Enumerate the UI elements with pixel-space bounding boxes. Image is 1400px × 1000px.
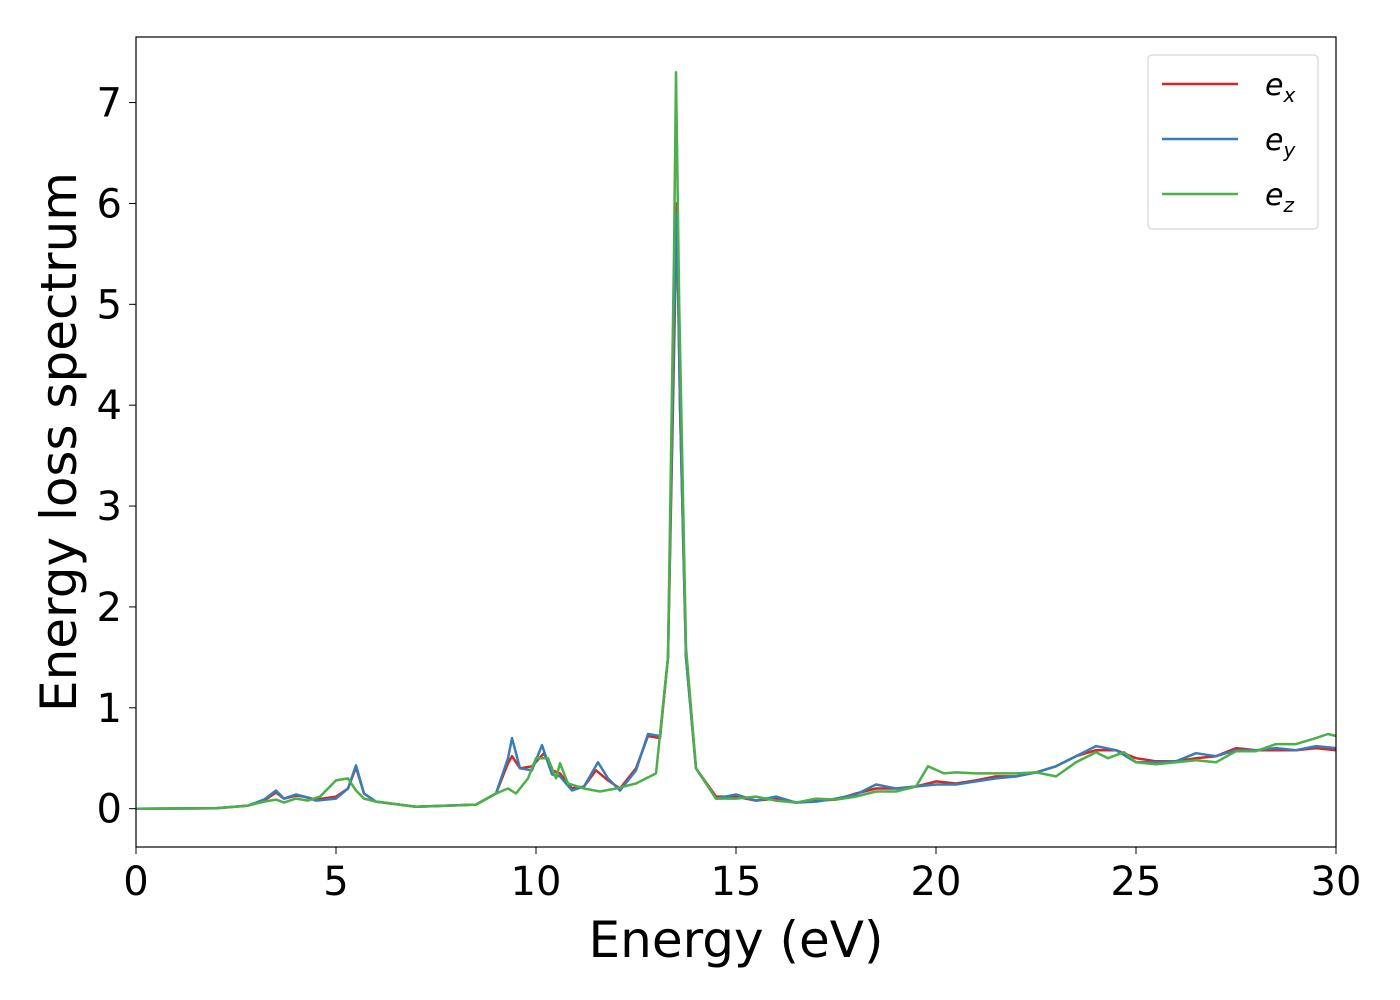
x-tick-label: 25: [1111, 859, 1162, 905]
y-tick-label: 3: [97, 484, 122, 530]
y-axis: 0 1 2 3 4 5 6 7: [97, 81, 136, 833]
y-tick-label: 6: [97, 181, 122, 227]
y-tick-label: 4: [97, 383, 122, 429]
series-line-e-z: [135, 71, 1337, 810]
y-tick-label: 1: [97, 686, 122, 732]
legend-entry-main: e: [1265, 68, 1283, 103]
legend-box: [1147, 54, 1319, 230]
x-tick-label: 15: [711, 859, 762, 905]
y-axis-label: Energy loss spectrum: [30, 172, 88, 712]
x-tick-label: 30: [1311, 859, 1362, 905]
y-tick-label: 0: [97, 787, 122, 833]
series-line-e-y: [135, 212, 1337, 810]
x-axis-label: Energy (eV): [589, 911, 884, 969]
x-tick-label: 20: [911, 859, 962, 905]
legend-entry-subscript: y: [1282, 138, 1296, 162]
legend-entry-main: e: [1265, 178, 1283, 213]
x-tick-label: 10: [511, 859, 562, 905]
x-tick-label: 0: [123, 859, 148, 905]
legend-entry-subscript: z: [1282, 193, 1294, 217]
x-tick-label: 5: [323, 859, 348, 905]
y-tick-label: 7: [97, 81, 122, 127]
y-tick-label: 2: [97, 585, 122, 631]
series-lines: [135, 71, 1337, 810]
legend-entry: ey: [1265, 123, 1296, 162]
legend-entry-main: e: [1265, 123, 1283, 158]
legend-entry: ez: [1265, 178, 1294, 217]
series-line-e-x: [135, 202, 1337, 810]
x-axis: 0 5 10 15 20 25 30: [123, 847, 1361, 905]
legend-entry: ex: [1265, 68, 1295, 107]
legend-entry-subscript: x: [1282, 83, 1295, 107]
y-tick-label: 5: [97, 282, 122, 328]
